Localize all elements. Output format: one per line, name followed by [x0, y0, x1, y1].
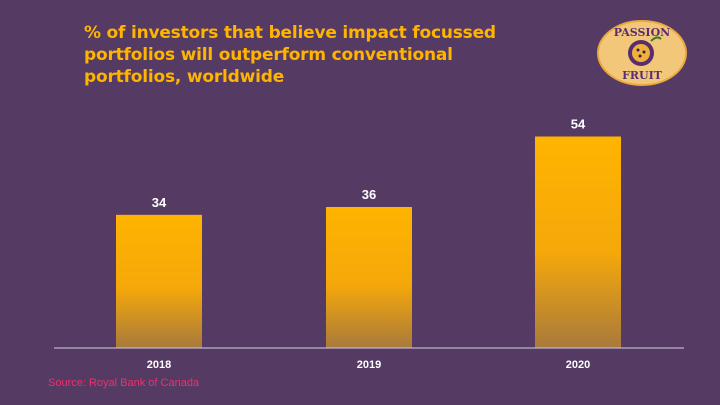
chart-title: % of investors that believe impact focus…: [84, 23, 496, 87]
source-note: Source: Royal Bank of Canada: [48, 377, 199, 389]
source-value: Royal Bank of Canada: [88, 377, 200, 389]
bar-2018: [116, 214, 202, 348]
value-label-2019: 36: [362, 187, 376, 202]
logo-line1: PASSION: [614, 26, 670, 39]
passion-fruit-icon: PASSION FRUIT: [597, 20, 687, 86]
source-label: Source:: [48, 377, 86, 389]
value-label-2018: 34: [152, 195, 167, 210]
value-label-2020: 54: [571, 117, 586, 132]
bar-2019: [326, 207, 412, 348]
x-tick-label-2019: 2019: [357, 359, 381, 371]
x-tick-label-2020: 2020: [566, 359, 590, 371]
bar-2020: [535, 136, 621, 348]
logo-line2: FRUIT: [622, 69, 663, 82]
x-tick-label-2018: 2018: [147, 359, 171, 371]
passion-fruit-logo: PASSION FRUIT: [596, 19, 688, 87]
